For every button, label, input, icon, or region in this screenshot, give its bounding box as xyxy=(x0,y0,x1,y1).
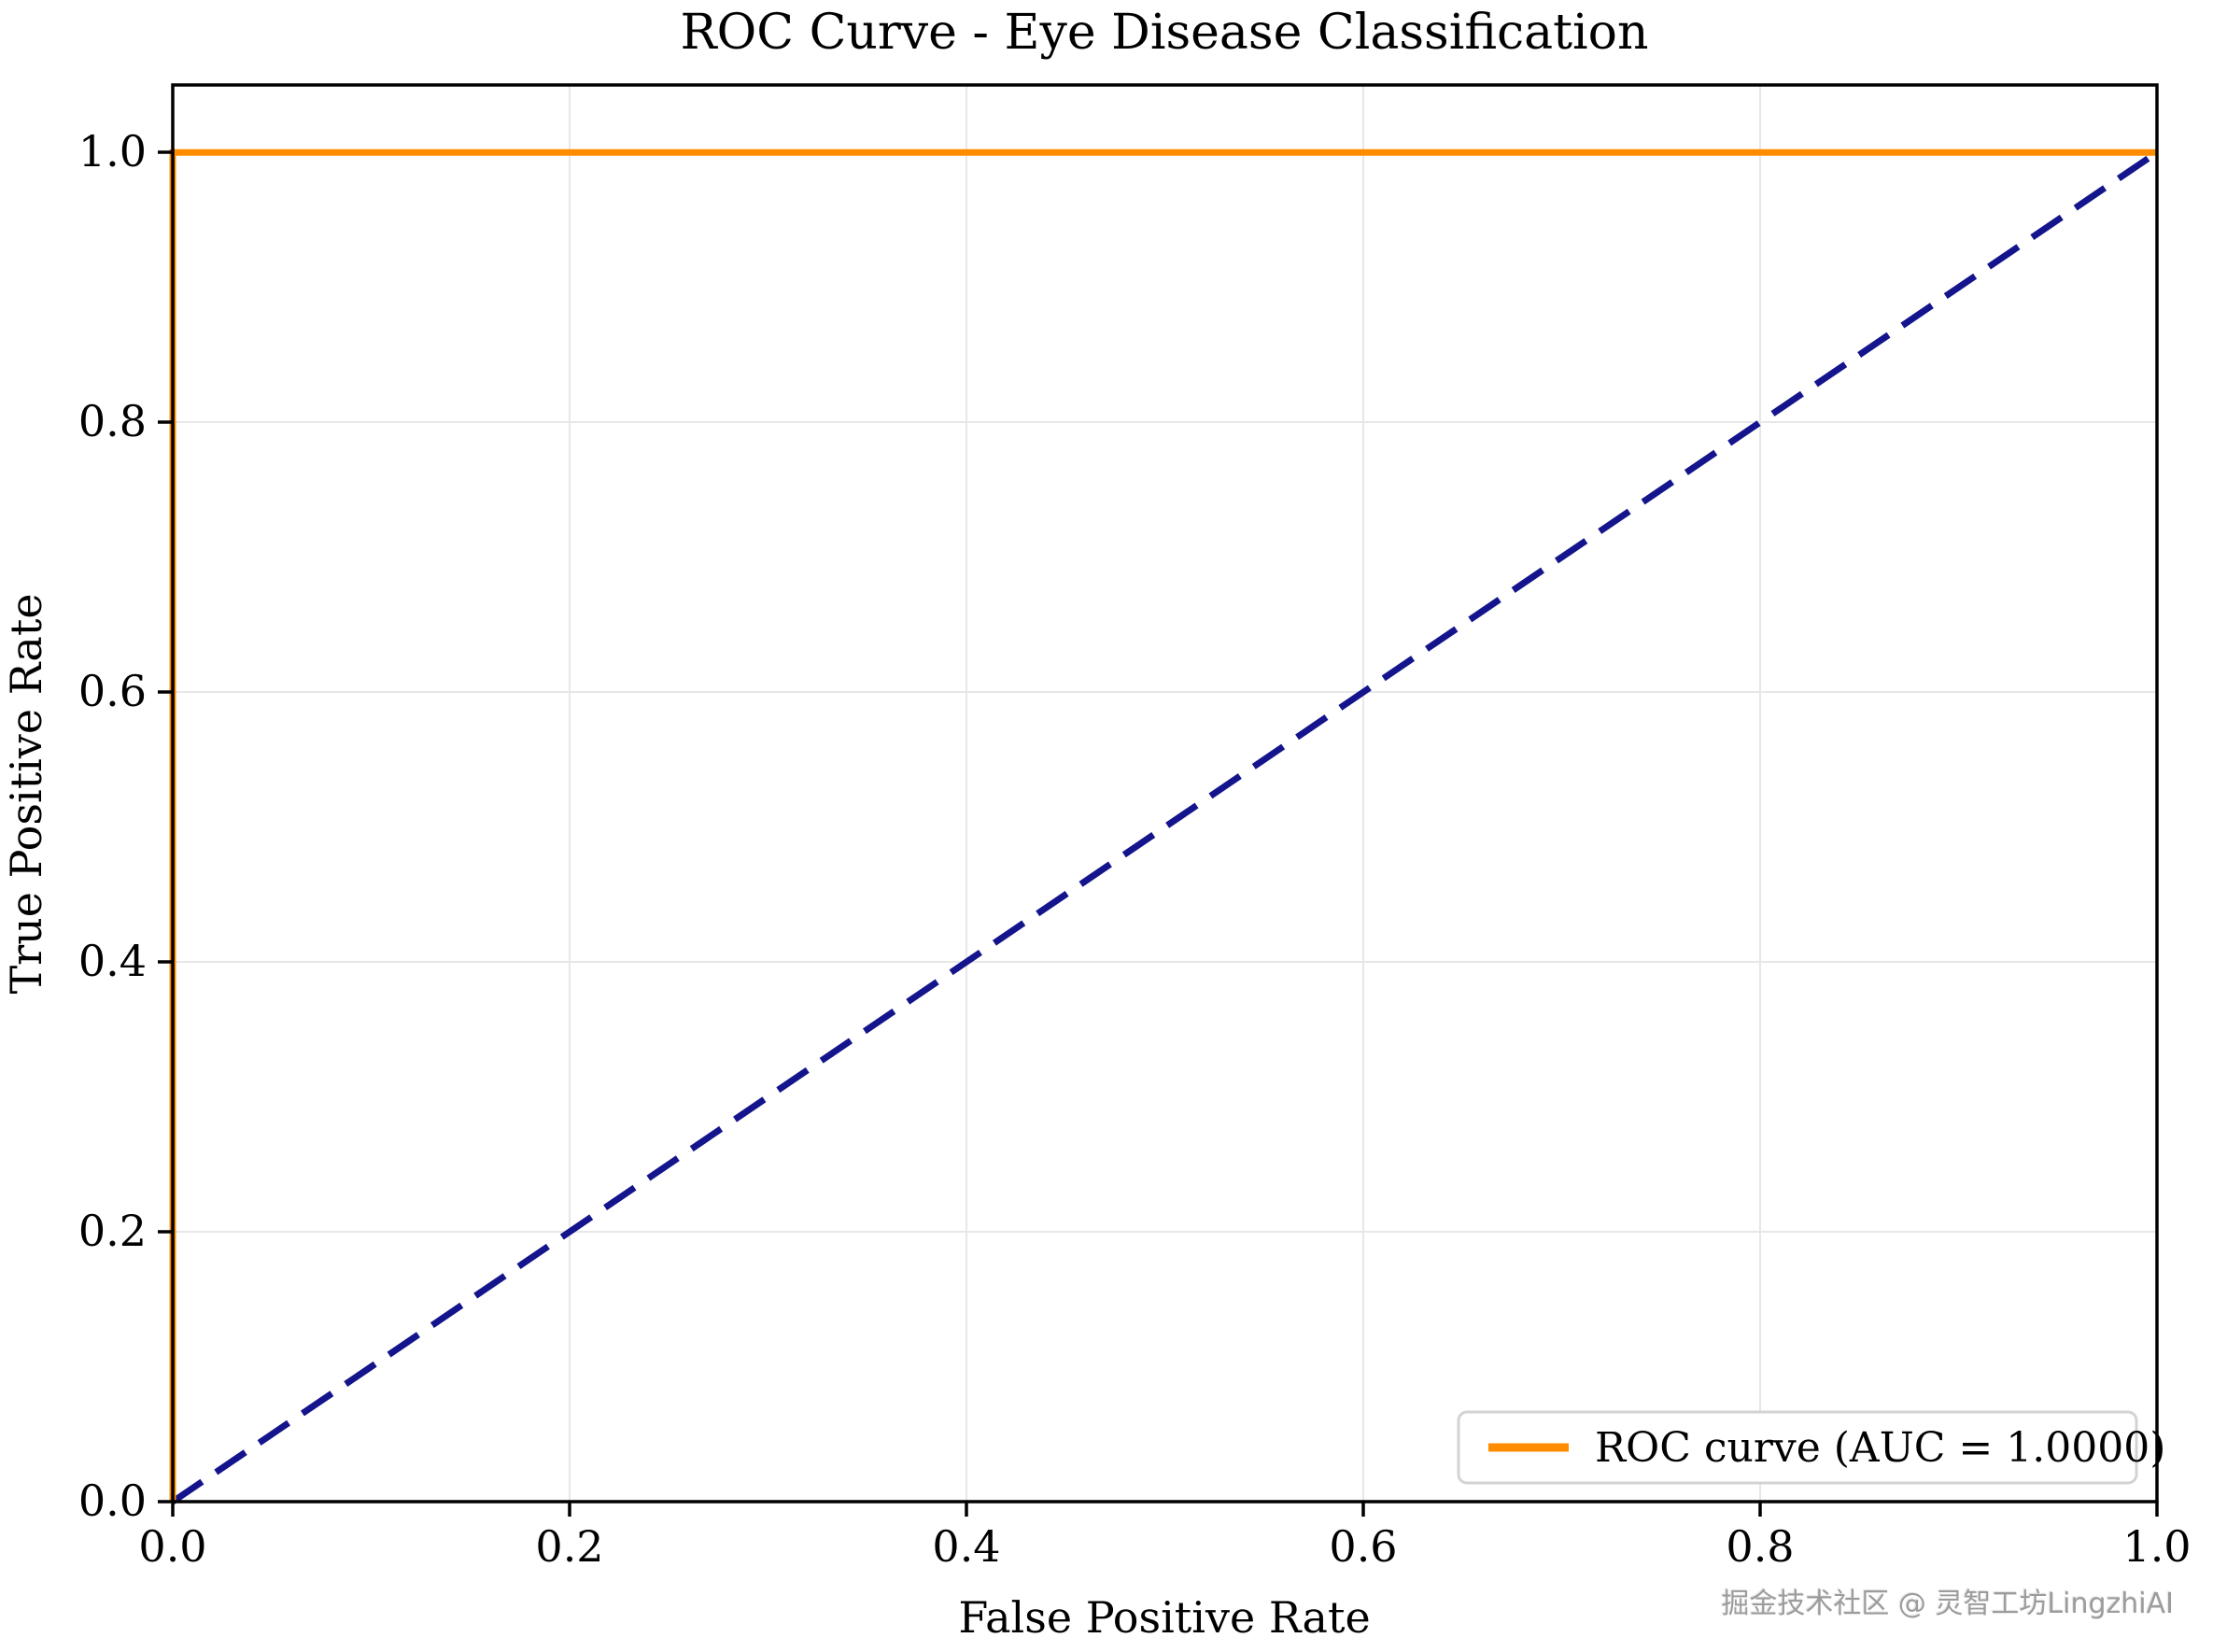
x-tick-label: 0.0 xyxy=(138,1521,206,1572)
y-axis-label: True Positive Rate xyxy=(1,593,51,994)
y-tick-label: 0.2 xyxy=(78,1206,147,1256)
chance-diagonal-line xyxy=(171,149,2159,1504)
x-tick-label: 0.2 xyxy=(535,1521,603,1572)
y-tick-labels: 0.0 0.2 0.4 0.6 0.8 1.0 xyxy=(78,126,147,1526)
y-tick-label: 1.0 xyxy=(78,126,147,176)
gridlines xyxy=(173,85,2157,1502)
x-tick-label: 1.0 xyxy=(2122,1521,2191,1572)
x-tick-label: 0.4 xyxy=(932,1521,1000,1572)
y-tick-label: 0.8 xyxy=(78,396,147,446)
y-tick-label: 0.4 xyxy=(78,936,147,986)
x-axis-label: False Positive Rate xyxy=(958,1592,1370,1643)
y-tick-label: 0.0 xyxy=(78,1476,147,1526)
watermark: 掘金技术社区 @ 灵智工坊LingzhiAI xyxy=(1721,1588,2174,1620)
plot-border xyxy=(171,83,2159,1504)
page-title: ROC Curve - Eye Disease Classification xyxy=(681,5,1649,61)
x-tick-labels: 0.0 0.2 0.4 0.6 0.8 1.0 xyxy=(138,1521,2191,1572)
x-axis-ticks xyxy=(171,1502,2159,1517)
legend-box xyxy=(1457,1410,2138,1485)
x-tick-label: 0.8 xyxy=(1726,1521,1794,1572)
legend: ROC curve (AUC = 1.0000) xyxy=(1457,1410,2165,1485)
y-axis-ticks xyxy=(158,150,173,1504)
y-tick-label: 0.6 xyxy=(78,666,147,716)
x-tick-label: 0.6 xyxy=(1329,1521,1397,1572)
legend-label-roc-curve: ROC curve (AUC = 1.0000) xyxy=(1595,1424,2165,1472)
